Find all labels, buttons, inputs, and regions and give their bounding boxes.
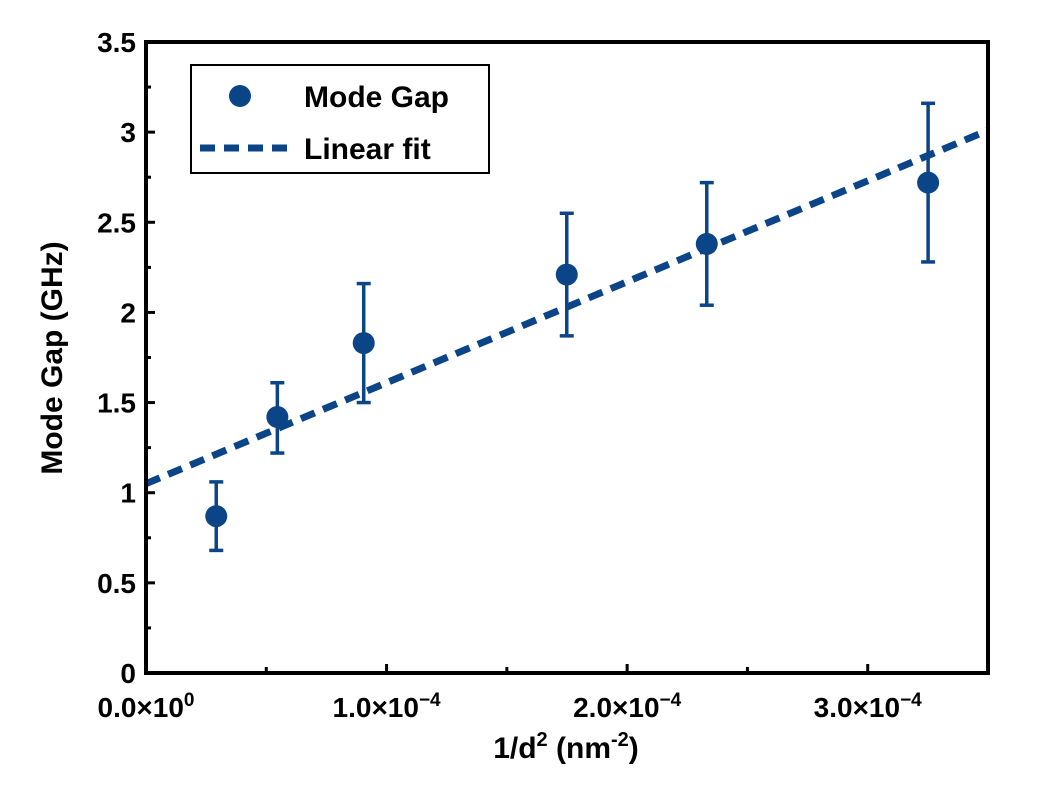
y-tick-label-5: 2.5 (97, 207, 136, 238)
legend-box (190, 64, 490, 174)
data-point-1 (266, 405, 289, 428)
data-point-0 (205, 505, 228, 528)
data-point-2 (352, 332, 375, 355)
x-axis-label-unit-open: (nm (548, 732, 611, 765)
y-axis-label: Mode Gap (GHz) (36, 241, 69, 474)
legend: Mode Gap Linear fit (190, 64, 490, 174)
x-tick-label-0: 0.0×100 (98, 690, 195, 723)
y-tick-label-6: 3 (120, 117, 136, 148)
x-axis-label: 1/d2 (nm-2) (493, 729, 639, 765)
x-tick-label-2: 2.0×10−4 (573, 690, 682, 723)
legend-label-mode-gap: Mode Gap (304, 81, 449, 114)
data-point-5 (917, 171, 940, 194)
data-point-3 (555, 263, 578, 286)
x-tick-label-1: 1.0×10−4 (333, 690, 442, 723)
x-axis-label-sup: 2 (537, 729, 548, 751)
y-tick-label-7: 3.5 (97, 27, 136, 58)
plot-frame (144, 40, 990, 675)
plot-area (144, 101, 990, 553)
y-tick-label-4: 2 (120, 297, 136, 328)
x-tick-label-3: 3.0×10−4 (814, 690, 923, 723)
y-tick-label-0: 0 (120, 658, 136, 689)
y-tick-label-3: 1.5 (97, 388, 136, 419)
legend-label-linear-fit: Linear fit (304, 133, 431, 166)
data-point-4 (695, 232, 718, 255)
x-axis-label-base: 1/d (493, 732, 536, 765)
x-axis-label-unit-close: ) (629, 732, 639, 765)
legend-marker-mode-gap (229, 85, 251, 107)
y-tick-label-1: 0.5 (97, 568, 136, 599)
y-tick-label-2: 1 (120, 478, 136, 509)
x-axis-label-unit-sup: -2 (611, 729, 629, 751)
x-axis-ticks: 0.0×100 1.0×10−4 2.0×10−4 3.0×10−4 (98, 664, 923, 723)
